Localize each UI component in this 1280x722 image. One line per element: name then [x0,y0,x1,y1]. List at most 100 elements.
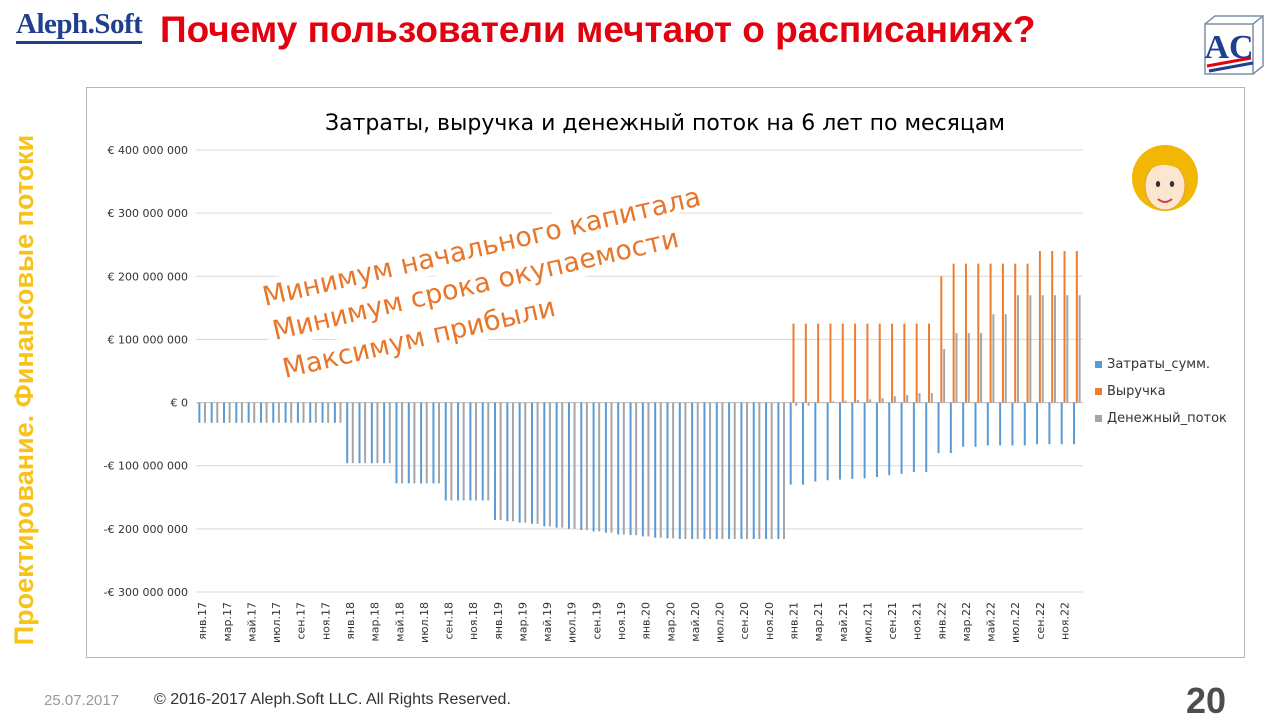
costs-bar [247,402,250,423]
costs-bar [715,402,718,539]
costs-bar [333,402,336,423]
revenue-bar [792,323,795,403]
costs-bar [407,402,410,484]
x-tick-label: май.22 [985,602,998,642]
costs-bar [641,402,644,537]
x-tick-label: сен.18 [443,602,456,640]
costs-bar [752,402,755,539]
brand-icon-text: AC [1204,29,1253,66]
cashflow-bar [672,402,675,539]
y-tick-label: € 300 000 000 [108,207,188,220]
cashflow-bar [1078,295,1081,403]
costs-bar [210,402,213,423]
cashflow-bar [733,402,736,539]
costs-bar [1036,402,1039,445]
x-tick-label: янв.21 [787,602,800,640]
x-tick-label: июл.20 [714,602,727,643]
costs-bar [678,402,681,539]
company-logo: Aleph.Soft [16,8,143,44]
footer-copyright: © 2016-2017 Aleph.Soft LLC. All Rights R… [154,691,511,708]
slide-title: Почему пользователи мечтают о расписания… [160,9,1036,50]
cashflow-bar [856,400,859,403]
cashflow-bar [302,402,305,423]
costs-bar [1073,402,1076,445]
costs-bar [703,402,706,539]
revenue-bar [1014,263,1017,403]
cashflow-bar [709,402,712,539]
x-tick-label: мар.18 [369,602,382,642]
x-tick-label: май.19 [541,602,554,642]
cashflow-bar [1054,295,1057,403]
x-tick-label: июл.17 [270,602,283,643]
costs-bar [383,402,386,464]
cashflow-bar [327,402,330,423]
legend-swatch [1095,415,1102,422]
x-tick-label: май.21 [837,602,850,642]
cashflow-bar [536,402,539,524]
cashflow-bar [647,402,650,537]
cashflow-bar [487,402,490,501]
costs-bar [358,402,361,464]
costs-bar [395,402,398,484]
x-tick-label: ноя.22 [1059,602,1072,640]
costs-bar [691,402,694,539]
x-tick-label: ноя.21 [911,602,924,640]
costs-bar [851,402,854,479]
revenue-bar [1026,263,1029,403]
cashflow-bar [807,402,810,406]
revenue-bar [1051,251,1054,403]
costs-bar [888,402,891,476]
cashflow-bar [1004,314,1007,403]
cashflow-bar [265,402,268,423]
costs-bar [604,402,607,533]
costs-bar [592,402,595,532]
revenue-bar [878,323,881,403]
cashflow-bar [388,402,391,464]
cashflow-bar [573,402,576,529]
revenue-bar [891,323,894,403]
cashflow-bar [524,402,527,523]
cashflow-bar [499,402,502,521]
cashflow-bar [413,402,416,484]
cashflow-bar [1066,295,1069,403]
costs-bar [444,402,447,501]
x-tick-label: сен.22 [1034,602,1047,640]
revenue-bar [854,323,857,403]
cashflow-bar [795,402,798,406]
costs-bar [543,402,546,527]
legend-swatch [1095,361,1102,368]
y-tick-label: -€ 300 000 000 [104,586,188,599]
costs-bar [962,402,965,447]
revenue-bar [989,263,992,403]
costs-bar [912,402,915,473]
cashflow-bar [782,402,785,539]
cashflow-bar [462,402,465,501]
cashflow-bar [930,393,933,403]
x-tick-label: ноя.19 [615,602,628,640]
cashflow-bar [425,402,428,484]
costs-bar [765,402,768,539]
costs-bar [567,402,570,529]
costs-bar [555,402,558,528]
revenue-bar [817,323,820,403]
revenue-bar [952,263,955,403]
footer-date: 25.07.2017 [44,692,120,709]
x-tick-label: май.17 [245,602,258,642]
costs-bar [863,402,866,479]
revenue-bar [1001,263,1004,403]
costs-bar [296,402,299,423]
revenue-bar [977,263,980,403]
costs-bar [580,402,583,531]
cashflow-bar [1041,295,1044,403]
user-face-icon [1132,145,1198,211]
x-tick-label: янв.18 [344,602,357,640]
cashflow-bar [758,402,761,539]
costs-bar [802,402,805,485]
costs-bar [654,402,657,538]
cashflow-bar [290,402,293,423]
cashflow-bar [351,402,354,464]
costs-bar [457,402,460,501]
y-tick-label: -€ 100 000 000 [104,460,188,473]
cashflow-bar [980,333,983,403]
x-tick-label: ноя.20 [763,602,776,640]
